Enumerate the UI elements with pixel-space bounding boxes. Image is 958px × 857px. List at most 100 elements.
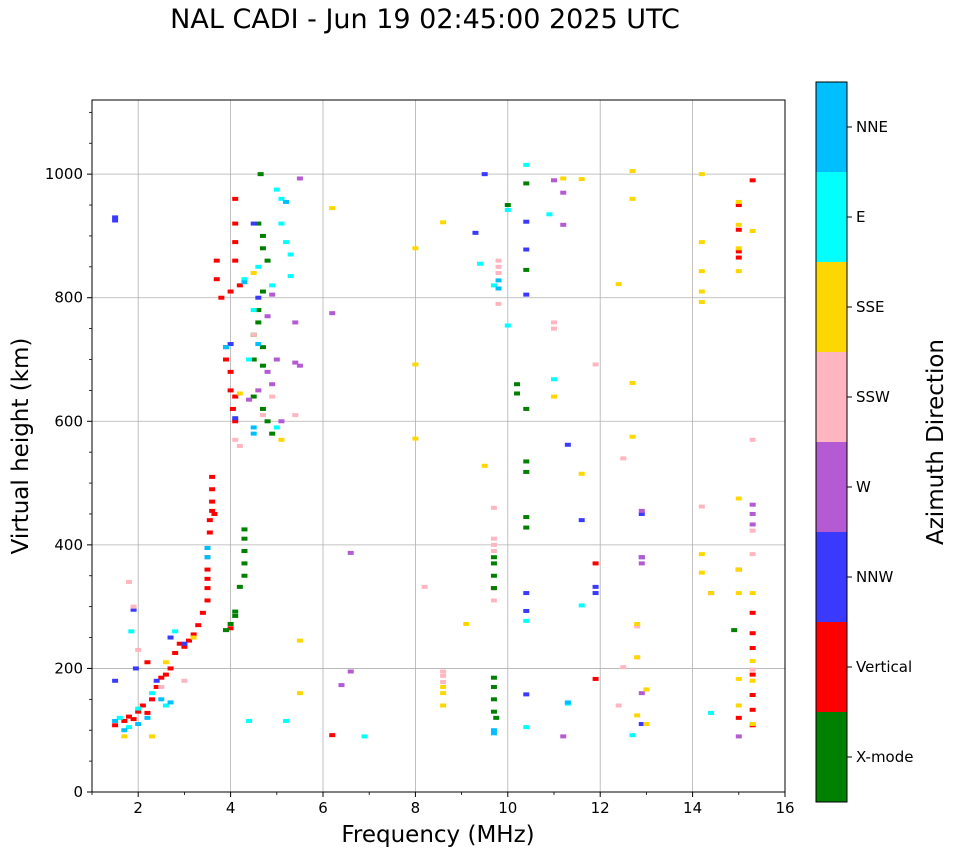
data-point-vertical: [209, 474, 216, 479]
data-point-sse: [708, 591, 715, 596]
data-point-vertical: [158, 675, 165, 680]
data-point-nnw: [130, 607, 137, 612]
y-tick-label: 600: [54, 412, 83, 430]
data-point-w: [264, 369, 271, 374]
data-point-x-mode: [259, 406, 266, 411]
data-point-vertical: [735, 249, 742, 254]
data-point-sse: [735, 496, 742, 501]
data-point-sse: [735, 676, 742, 681]
data-point-vertical: [209, 508, 216, 513]
data-point-vertical: [735, 255, 742, 260]
data-point-e: [504, 207, 511, 212]
colorbar-segment: [816, 172, 847, 262]
data-point-vertical: [232, 394, 239, 399]
data-point-sse: [481, 463, 488, 468]
data-point-nne: [564, 700, 571, 705]
data-point-vertical: [206, 530, 213, 535]
data-point-sse: [149, 734, 156, 739]
data-point-e: [278, 196, 285, 201]
data-point-sse: [749, 659, 756, 664]
data-point-e: [546, 212, 553, 217]
data-point-vertical: [232, 221, 239, 226]
data-point-ssw: [551, 320, 557, 325]
data-point-vertical: [236, 283, 243, 288]
data-point-x-mode: [259, 246, 266, 251]
data-point-ssw: [495, 271, 502, 275]
data-point-sse: [578, 177, 585, 182]
data-point-vertical: [749, 178, 756, 183]
data-point-nne: [204, 555, 211, 560]
data-point-x-mode: [523, 459, 530, 464]
data-point-x-mode: [255, 320, 262, 325]
data-point-ssw: [749, 552, 756, 557]
colorbar-tick-label: NNW: [856, 568, 893, 586]
x-tick-label: 10: [498, 799, 517, 817]
data-point-e: [246, 357, 253, 362]
data-point-sse: [463, 621, 470, 626]
data-point-nne: [222, 345, 229, 350]
chart-title: NAL CADI - Jun 19 02:45:00 2025 UTC: [170, 4, 680, 35]
data-point-sse: [629, 434, 636, 439]
data-point-e: [708, 710, 715, 715]
data-point-x-mode: [269, 431, 276, 436]
data-point-e: [125, 725, 132, 730]
data-point-e: [283, 718, 290, 723]
data-point-w: [347, 669, 354, 674]
data-point-w: [749, 511, 756, 516]
data-point-nne: [495, 278, 502, 283]
data-point-vertical: [232, 419, 239, 424]
data-point-nne: [283, 199, 290, 204]
data-point-vertical: [195, 623, 202, 628]
data-point-nnw: [153, 678, 160, 683]
data-point-nnw: [578, 518, 585, 523]
data-point-nne: [204, 545, 211, 550]
data-point-nne: [490, 731, 497, 736]
y-axis-label: Virtual height (km): [8, 338, 34, 555]
data-point-e: [629, 733, 636, 738]
data-point-w: [638, 561, 645, 566]
data-point-sse: [578, 471, 585, 476]
data-point-ssw: [634, 624, 641, 629]
data-point-vertical: [204, 567, 211, 572]
axis-ticks: 2 4 6 8 10 12 14 16 0 200 400 600 800 1000: [45, 111, 795, 817]
data-point-sse: [440, 220, 447, 225]
data-point-sse: [412, 362, 419, 367]
data-point-e: [273, 187, 280, 192]
data-point-ssw: [130, 604, 137, 609]
data-point-e: [504, 323, 511, 328]
data-point-w: [560, 190, 567, 195]
data-point-e: [128, 629, 135, 634]
data-point-nne: [255, 342, 262, 347]
data-point-vertical: [329, 733, 336, 738]
data-point-vertical: [749, 672, 756, 677]
data-point-e: [250, 308, 257, 313]
data-point-sse: [296, 638, 303, 643]
data-point-x-mode: [490, 573, 497, 578]
data-point-nnw: [523, 591, 530, 596]
data-point-vertical: [749, 610, 756, 615]
data-point-sse: [735, 222, 742, 227]
data-point-e: [162, 703, 169, 708]
x-tick-label: 8: [411, 799, 421, 817]
data-point-w: [560, 734, 567, 739]
data-point-x-mode: [236, 584, 243, 589]
data-point-e: [523, 725, 530, 730]
x-tick-label: 16: [775, 799, 794, 817]
data-point-x-mode: [264, 258, 271, 263]
x-tick-label: 6: [318, 799, 328, 817]
data-point-nnw: [523, 692, 530, 697]
data-point-ssw: [259, 413, 266, 418]
colorbar-frame: [815, 81, 848, 803]
data-point-w: [246, 397, 253, 402]
data-point-x-mode: [523, 181, 530, 186]
data-point-vertical: [227, 289, 234, 294]
data-point-sse: [634, 713, 641, 718]
data-point-sse: [629, 196, 636, 201]
colorbar-tick-label: E: [856, 208, 865, 226]
colorbar-segment: [816, 262, 847, 352]
data-point-x-mode: [222, 628, 229, 633]
data-point-vertical: [153, 684, 160, 689]
data-point-x-mode: [250, 357, 257, 362]
data-point-sse: [412, 436, 419, 441]
data-point-sse: [440, 703, 447, 708]
